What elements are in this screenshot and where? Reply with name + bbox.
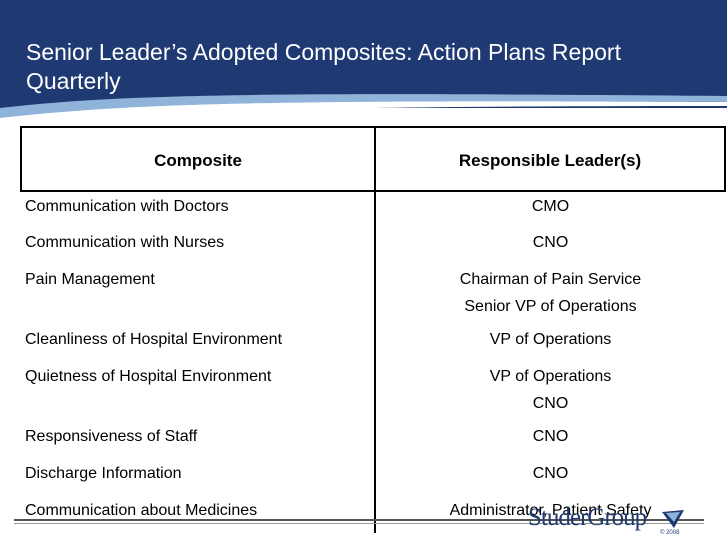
composite-cell: Quietness of Hospital Environment [25,368,272,385]
composite-cell: Communication about Medicines [25,502,258,519]
leader-line: VP of Operations [489,331,612,348]
composite-cell: Cleanliness of Hospital Environment [25,331,283,348]
leader-line: CNO [532,395,569,412]
table-row: Quietness of Hospital Environment VP of … [21,362,725,422]
composite-cell: Discharge Information [25,465,182,482]
table-row: Pain Management Chairman of Pain Service… [21,265,725,325]
composites-table-container: Composite Responsible Leader(s) Communic… [20,126,726,533]
leader-line: Chairman of Pain Service [459,271,642,288]
leader-cell: CNO [374,459,725,496]
table-row: Cleanliness of Hospital Environment VP o… [21,325,725,362]
composite-cell: Communication with Doctors [25,198,229,215]
leader-line: CNO [532,428,569,445]
leader-line: CMO [531,198,570,215]
composites-table: Composite Responsible Leader(s) Communic… [20,126,726,533]
table-row: Responsiveness of Staff CNO [21,422,725,459]
table-row: Communication with Nurses CNO [21,228,725,265]
leader-line: VP of Operations [489,368,612,385]
table-header-row: Composite Responsible Leader(s) [20,126,726,192]
leader-cell: CMO [374,191,725,228]
leader-cell: CNO [374,228,725,265]
leader-line: CNO [532,234,569,251]
logo-flag-icon [662,510,684,528]
table-row: Discharge Information CNO [21,459,725,496]
leader-cell: VP of Operations CNO [374,362,725,422]
logo-copyright: © 2008 [660,530,680,536]
composite-cell: Responsiveness of Staff [25,428,198,445]
studer-group-logo: StuderGroup [528,504,647,531]
slide-title: Senior Leader’s Adopted Composites: Acti… [26,39,621,94]
leader-cell: Chairman of Pain Service Senior VP of Op… [374,265,725,325]
column-header-composite: Composite [20,126,376,192]
composite-cell: Communication with Nurses [25,234,225,251]
footer-rule [14,519,704,521]
leader-cell: CNO [374,422,725,459]
table-row: Communication with Doctors CMO [21,191,725,228]
header-swoosh [0,94,727,128]
leader-line: Senior VP of Operations [464,298,637,315]
slide-header: Senior Leader’s Adopted Composites: Acti… [0,0,727,108]
leader-line: Administrator, Patient Safety [449,502,652,519]
leader-cell: VP of Operations [374,325,725,362]
column-header-responsible-leaders: Responsible Leader(s) [374,126,726,192]
composite-cell: Pain Management [25,271,155,288]
footer-rule-thin [14,523,704,524]
leader-line: CNO [532,465,569,482]
